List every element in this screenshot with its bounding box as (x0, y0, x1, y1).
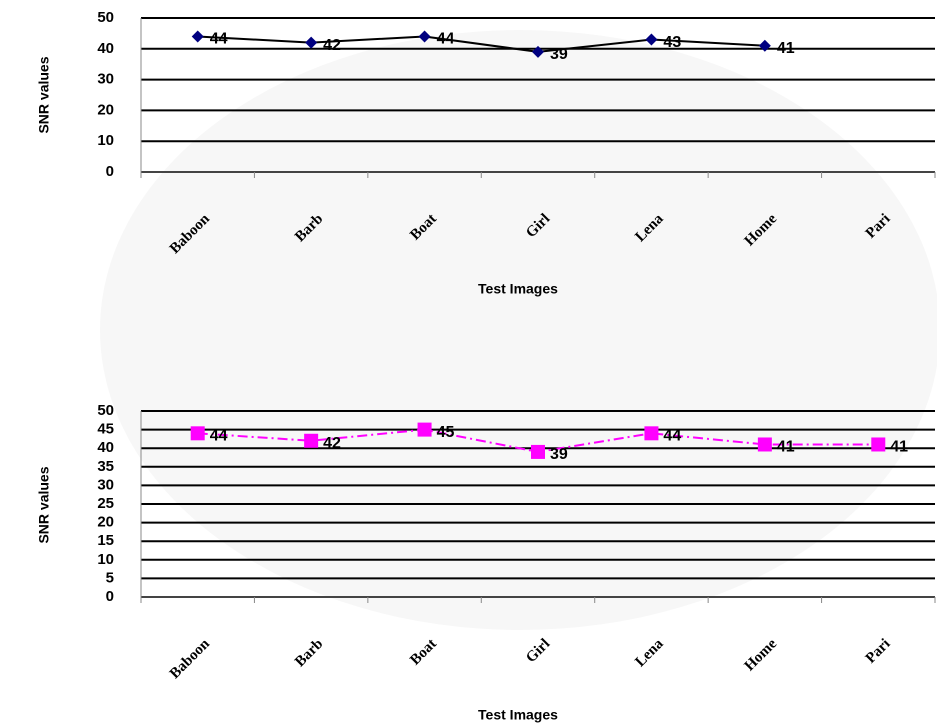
data-label: 44 (663, 428, 681, 445)
x-axis-title: Test Images (478, 281, 558, 297)
page: 01020304050BaboonBarbBoatGirlLenaHomePar… (0, 0, 937, 725)
y-tick-label: 10 (97, 132, 114, 149)
y-tick-label: 15 (97, 532, 114, 549)
y-tick-label: 0 (106, 163, 114, 180)
data-label: 41 (890, 439, 908, 456)
y-tick-label: 25 (97, 495, 114, 512)
x-tick-label: Baboon (167, 635, 214, 682)
y-tick-label: 5 (106, 569, 114, 586)
y-tick-label: 50 (97, 9, 114, 26)
data-label: 42 (323, 37, 341, 54)
y-tick-label: 30 (97, 71, 114, 88)
x-tick-label: Boat (407, 636, 440, 669)
y-tick-label: 40 (97, 40, 114, 57)
x-tick-label: Pari (863, 636, 894, 667)
marker (418, 423, 432, 437)
marker (644, 426, 658, 440)
marker (304, 434, 318, 448)
marker (531, 445, 545, 459)
data-label: 41 (777, 40, 795, 57)
y-tick-label: 35 (97, 458, 114, 475)
data-label: 43 (663, 34, 681, 51)
marker (871, 437, 885, 451)
marker (645, 34, 657, 46)
watermark (100, 30, 937, 630)
data-label: 44 (210, 31, 228, 48)
marker (758, 437, 772, 451)
data-label: 45 (437, 424, 455, 441)
y-tick-label: 40 (97, 439, 114, 456)
y-tick-label: 10 (97, 551, 114, 568)
x-tick-label: Barb (292, 636, 326, 670)
y-tick-label: 0 (106, 588, 114, 605)
y-tick-label: 30 (97, 476, 114, 493)
y-tick-label: 20 (97, 101, 114, 118)
y-axis-title: SNR values (36, 56, 52, 133)
data-label: 39 (550, 46, 568, 63)
marker (305, 37, 317, 49)
y-tick-label: 45 (97, 421, 114, 438)
data-label: 44 (437, 31, 455, 48)
data-label: 44 (210, 428, 228, 445)
data-label: 41 (777, 439, 795, 456)
x-tick-label: Lena (632, 636, 667, 671)
x-tick-label: Home (742, 636, 781, 675)
y-tick-label: 50 (97, 402, 114, 419)
x-axis-title: Test Images (478, 707, 558, 723)
marker (759, 40, 771, 52)
data-label: 42 (323, 435, 341, 452)
marker (191, 426, 205, 440)
y-tick-label: 20 (97, 514, 114, 531)
marker (192, 30, 204, 42)
x-tick-label: Girl (523, 636, 553, 666)
data-label: 39 (550, 446, 568, 463)
y-axis-title: SNR values (36, 466, 52, 543)
